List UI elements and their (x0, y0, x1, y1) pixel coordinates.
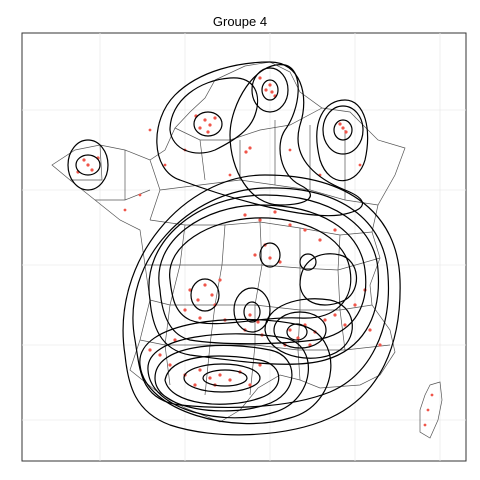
panel-title: Groupe 4 (212, 14, 268, 29)
observation-points (76, 76, 434, 427)
department-borders (51, 61, 443, 439)
corsica-outline (419, 381, 443, 439)
mainland-france-outline (51, 61, 406, 423)
plot-frame (21, 32, 467, 462)
density-contours (67, 61, 401, 436)
